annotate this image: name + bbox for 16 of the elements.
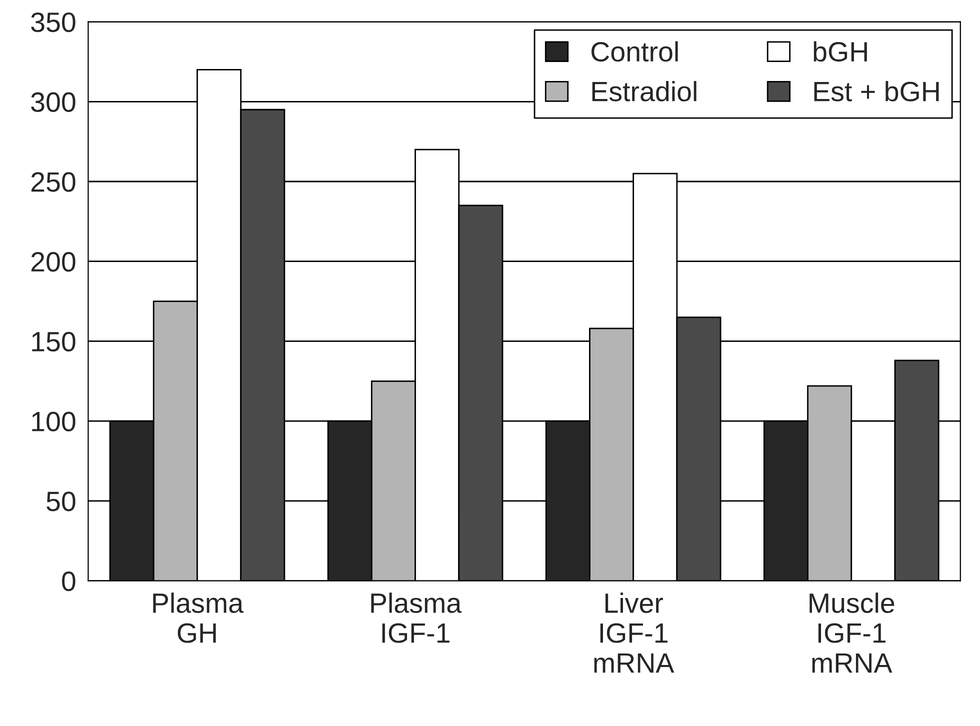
y-tick-label: 300	[31, 92, 76, 112]
x-tick-label: Liver IGF-1 mRNA	[594, 592, 674, 673]
y-tick-label: 0	[62, 571, 76, 592]
legend-label: Control	[592, 41, 678, 62]
y-tick-label: 150	[32, 332, 76, 352]
x-tick-label: Plasma GH	[153, 592, 244, 643]
x-tick-label: Plasma IGF-1	[371, 592, 462, 643]
y-tick-label: 200	[31, 252, 76, 272]
legend-label: bGH	[814, 41, 867, 62]
legend-label: Est + bGH	[814, 81, 939, 102]
x-tick-label: Muscle IGF-1 mRNA	[810, 592, 894, 673]
y-tick-label: 50	[46, 492, 76, 512]
y-tick-label: 250	[31, 172, 76, 192]
y-tick-label: 100	[32, 412, 76, 432]
legend-label: Estradiol	[592, 81, 696, 102]
y-tick-label: 350	[31, 12, 76, 32]
